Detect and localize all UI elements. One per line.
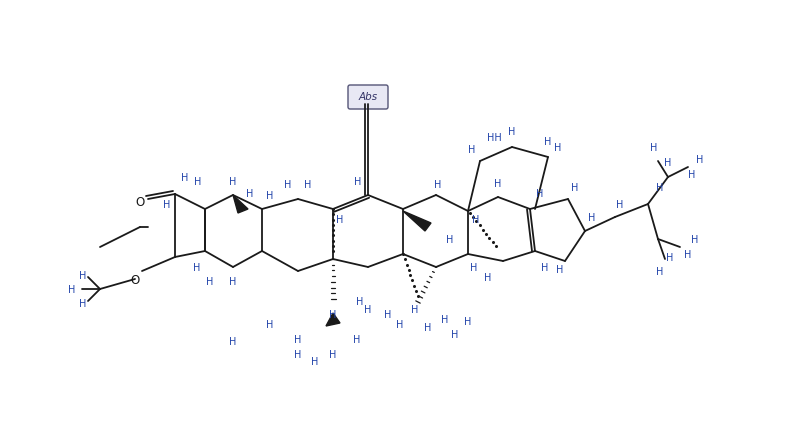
Text: H: H	[545, 137, 552, 147]
Text: H: H	[163, 200, 170, 209]
Text: H: H	[305, 180, 312, 190]
Text: H: H	[79, 270, 86, 280]
Text: H: H	[229, 177, 237, 187]
Text: H: H	[664, 158, 671, 168]
Text: H: H	[330, 349, 337, 359]
Text: H: H	[656, 183, 663, 193]
Text: H: H	[69, 284, 76, 294]
Polygon shape	[326, 313, 340, 326]
Text: H: H	[465, 316, 472, 326]
Text: H: H	[494, 178, 502, 189]
Text: H: H	[385, 309, 392, 319]
Text: H: H	[588, 212, 595, 222]
Text: H: H	[508, 127, 516, 137]
Polygon shape	[403, 212, 431, 231]
Text: H: H	[684, 249, 692, 259]
Text: H: H	[692, 234, 699, 244]
Text: HH: HH	[486, 133, 502, 143]
Text: O: O	[130, 273, 140, 286]
Text: H: H	[193, 262, 200, 272]
Text: H: H	[667, 252, 674, 262]
Text: H: H	[470, 262, 478, 272]
FancyBboxPatch shape	[348, 86, 388, 110]
Text: H: H	[364, 304, 372, 314]
Text: H: H	[473, 215, 480, 224]
Text: H: H	[267, 319, 274, 329]
Text: H: H	[537, 189, 544, 199]
Text: H: H	[452, 329, 459, 339]
Text: H: H	[356, 296, 364, 306]
Text: H: H	[246, 189, 254, 199]
Text: H: H	[446, 234, 453, 244]
Text: H: H	[284, 180, 292, 190]
Text: H: H	[294, 334, 301, 344]
Text: H: H	[617, 200, 624, 209]
Text: H: H	[355, 177, 362, 187]
Text: H: H	[441, 314, 448, 324]
Text: H: H	[353, 334, 360, 344]
Text: H: H	[435, 180, 442, 190]
Text: H: H	[206, 276, 213, 286]
Text: H: H	[656, 266, 663, 276]
Text: H: H	[424, 322, 431, 332]
Text: H: H	[396, 319, 404, 329]
Text: H: H	[79, 298, 86, 308]
Text: H: H	[469, 144, 476, 155]
Text: H: H	[571, 183, 579, 193]
Text: H: H	[194, 177, 202, 187]
Text: Abs: Abs	[359, 92, 377, 102]
Text: H: H	[229, 336, 237, 346]
Text: H: H	[330, 309, 337, 319]
Text: H: H	[229, 276, 237, 286]
Text: H: H	[294, 349, 301, 359]
Text: H: H	[541, 262, 549, 272]
Text: H: H	[696, 155, 704, 165]
Text: H: H	[411, 304, 419, 314]
Text: O: O	[136, 195, 145, 208]
Text: H: H	[267, 190, 274, 200]
Text: H: H	[181, 172, 189, 183]
Text: H: H	[557, 264, 564, 274]
Text: H: H	[650, 143, 658, 153]
Polygon shape	[233, 196, 248, 214]
Text: H: H	[688, 169, 696, 180]
Text: H: H	[484, 272, 492, 283]
Text: H: H	[336, 215, 343, 224]
Text: H: H	[554, 143, 562, 153]
Text: H: H	[311, 356, 318, 366]
